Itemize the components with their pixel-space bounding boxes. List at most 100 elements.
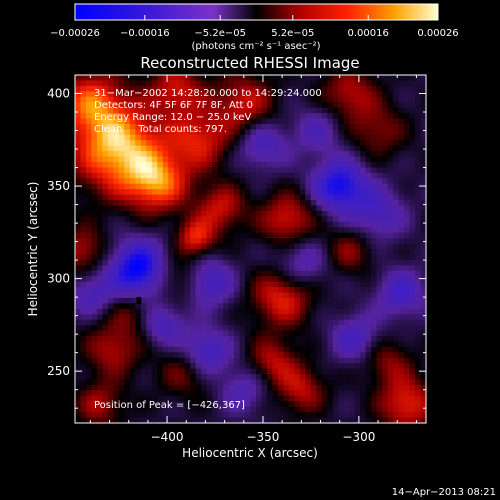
heatmap-cell [277,308,284,315]
heatmap-cell [382,129,389,136]
heatmap-cell [365,395,372,402]
heatmap-cell [283,336,290,343]
heatmap-cell [250,145,257,152]
heatmap-cell [217,145,224,152]
heatmap-cell [102,330,109,337]
heatmap-cell [206,118,213,125]
heatmap-cell [91,270,98,277]
heatmap-cell [376,123,383,130]
heatmap-cell [338,417,345,424]
heatmap-cell [343,227,350,234]
heatmap-cell [404,314,411,321]
heatmap-cell [393,183,400,190]
heatmap-cell [184,281,191,288]
y-tick-label: 350 [47,179,70,193]
heatmap-cell [255,265,263,272]
heatmap-cell [212,167,219,174]
heatmap-cell [294,238,301,245]
heatmap-cell [338,80,345,87]
heatmap-cell [140,406,147,413]
heatmap-cell [316,118,323,125]
heatmap-cell [217,227,224,234]
heatmap-cell [195,118,202,125]
heatmap-cell [201,118,208,125]
heatmap-cell [349,254,356,261]
heatmap-cell [80,189,87,196]
heatmap-cell [217,379,224,386]
heatmap-cell [245,91,252,98]
heatmap-cell [255,412,263,419]
heatmap-cell [327,303,334,310]
heatmap-cell [80,368,87,375]
heatmap-cell [310,96,317,103]
heatmap-cell [168,145,175,152]
heatmap-cell [118,129,125,136]
heatmap-cell [393,227,400,234]
heatmap-cell [168,123,175,130]
heatmap-cell [168,102,175,109]
heatmap-cell [316,401,323,408]
heatmap-cell [234,243,241,250]
heatmap-cell [162,276,169,283]
heatmap-cell [195,129,202,136]
heatmap-cell [360,395,367,402]
heatmap-cell [190,297,197,304]
heatmap-cell [327,249,334,256]
heatmap-cell [255,102,263,109]
heatmap-cell [162,194,169,201]
heatmap-cell [217,178,224,185]
heatmap-cell [184,374,191,381]
heatmap-cell [420,140,427,147]
heatmap-cell [277,395,284,402]
heatmap-cell [107,123,114,130]
heatmap-cell [223,102,230,109]
heatmap-cell [162,221,169,228]
heatmap-cell [91,91,98,98]
heatmap-cell [305,276,312,283]
heatmap-cell [299,412,306,419]
heatmap-cell [212,368,219,375]
heatmap-cell [195,270,202,277]
heatmap-cell [332,281,339,288]
heatmap-cell [201,357,208,364]
heatmap-cell [376,183,383,190]
heatmap-cell [75,287,82,294]
heatmap-cell [376,330,383,337]
heatmap-cell [404,172,411,179]
heatmap-cell [365,292,372,299]
heatmap-cell [409,167,416,174]
heatmap-cell [376,232,383,239]
heatmap-cell [272,303,279,310]
heatmap-cell [96,314,104,321]
heatmap-cell [277,325,284,332]
heatmap-cell [393,303,400,310]
heatmap-cell [173,346,180,353]
heatmap-cell [382,412,389,419]
heatmap-cell [245,85,252,92]
heatmap-cell [338,292,345,299]
heatmap-cell [277,336,284,343]
heatmap-cell [179,96,186,103]
heatmap-cell [376,189,383,196]
heatmap-cell [162,85,169,92]
heatmap-cell [409,330,416,337]
heatmap-cell [415,303,422,310]
heatmap-cell [184,200,191,207]
heatmap-cell [261,227,268,234]
heatmap-cell [239,249,246,256]
heatmap-cell [162,151,169,158]
heatmap-cell [223,363,230,370]
heatmap-cell [261,156,268,163]
heatmap-cell [305,200,312,207]
heatmap-cell [415,346,422,353]
heatmap-cell [354,140,361,147]
heatmap-cell [327,314,334,321]
heatmap-cell [365,151,372,158]
heatmap-cell [124,417,131,424]
heatmap-cell [157,205,164,212]
heatmap-cell [332,145,339,152]
heatmap-cell [288,205,295,212]
heatmap-cell [398,406,405,413]
heatmap-cell [151,102,158,109]
heatmap-cell [195,357,202,364]
